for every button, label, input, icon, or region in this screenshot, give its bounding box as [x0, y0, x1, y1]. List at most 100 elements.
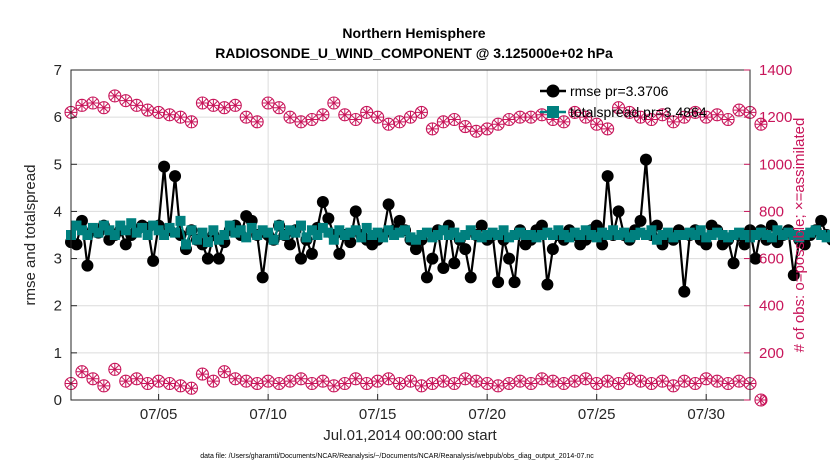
obs-assimilated-marker: [634, 375, 647, 388]
obs-count-point: [338, 108, 352, 122]
obs-assimilated-marker: [437, 115, 450, 128]
totalspread-point: [712, 227, 723, 238]
totalspread-point: [728, 230, 739, 240]
totalspread-point: [816, 230, 827, 240]
totalspread-point: [175, 215, 186, 226]
rmse-point: [409, 243, 422, 256]
obs-count-point: [491, 117, 505, 131]
legend-totalspread-marker: [547, 106, 559, 118]
obs-assimilated-marker: [294, 115, 307, 128]
totalspread-point: [509, 230, 520, 240]
obs-count-point: [316, 108, 330, 122]
x-tick-label: 07/30: [687, 406, 725, 423]
obs-count-point: [535, 372, 549, 386]
rmse-point: [459, 243, 472, 256]
obs-assimilated-marker: [590, 118, 603, 131]
obs-assimilated-marker: [754, 394, 767, 406]
legend-rmse-marker: [546, 84, 560, 98]
y-tick-label-left: 0: [54, 392, 62, 409]
obs-count-point: [382, 117, 396, 131]
totalspread-point: [98, 220, 109, 231]
totalspread-point: [252, 230, 263, 240]
totalspread-point: [662, 227, 673, 238]
x-tick-label: 07/20: [468, 406, 506, 423]
obs-count-point: [666, 115, 680, 129]
totalspread-point: [235, 225, 246, 236]
totalspread-point: [372, 227, 383, 238]
totalspread-point: [361, 222, 372, 233]
obs-count-point: [239, 110, 253, 124]
obs-assimilated-marker: [689, 106, 702, 119]
obs-count-point: [206, 98, 220, 112]
rmse-point: [316, 196, 329, 208]
obs-count-point: [469, 374, 483, 388]
obs-assimilated-marker: [141, 104, 154, 117]
totalspread-point: [586, 230, 597, 240]
totalspread-point: [328, 234, 339, 245]
totalspread-point: [520, 230, 531, 240]
totalspread-point: [755, 227, 766, 238]
obs-assimilated-marker: [514, 111, 527, 124]
obs-count-point: [590, 117, 604, 131]
obs-count-point: [272, 101, 286, 115]
obs-count-point: [403, 374, 418, 388]
totalspread-point: [471, 230, 482, 240]
obs-assimilated-marker: [459, 120, 472, 133]
rmse-point: [420, 271, 433, 284]
rmse-point: [503, 252, 516, 265]
totalspread-point: [378, 232, 389, 243]
totalspread-point: [630, 230, 641, 240]
legend-rmse-label: rmse pr=3.3706: [570, 83, 669, 99]
obs-assimilated-marker: [218, 365, 231, 378]
totalspread-point: [805, 227, 816, 238]
obs-assimilated-marker: [546, 375, 559, 388]
obs-assimilated-marker: [733, 375, 746, 388]
obs-assimilated-marker: [86, 97, 99, 109]
obs-assimilated-marker: [601, 122, 614, 135]
totalspread-point: [679, 230, 690, 240]
y-tick-label-left: 2: [54, 298, 62, 315]
rmse-point: [322, 212, 335, 225]
obs-count-point: [382, 372, 396, 386]
obs-assimilated-marker: [240, 375, 253, 388]
rmse-point: [541, 278, 554, 291]
totalspread-point: [498, 225, 509, 236]
totalspread-point: [350, 225, 361, 236]
x-axis-label: Jul.01,2014 00:00:00 start: [323, 427, 497, 444]
obs-count-point: [469, 124, 483, 138]
obs-assimilated-marker: [590, 377, 603, 390]
obs-assimilated-marker: [415, 106, 428, 119]
totalspread-point: [476, 232, 487, 243]
obs-assimilated-marker: [163, 108, 176, 121]
obs-count-point: [184, 115, 199, 129]
obs-assimilated-marker: [689, 377, 702, 390]
totalspread-point: [531, 232, 542, 243]
rmse-point: [546, 243, 559, 256]
obs-count-point: [754, 117, 768, 131]
totalspread-point: [389, 230, 400, 240]
totalspread-point: [569, 227, 580, 238]
obs-assimilated-marker: [503, 377, 516, 390]
totalspread-point: [673, 230, 684, 240]
totalspread-point: [104, 225, 115, 236]
obs-count-point: [217, 101, 231, 115]
y-tick-label-left: 3: [54, 251, 62, 268]
obs-assimilated-marker: [327, 379, 340, 392]
obs-count-point: [130, 98, 144, 112]
obs-assimilated-marker: [711, 375, 724, 388]
obs-count-point: [261, 96, 275, 110]
obs-assimilated-marker: [557, 377, 570, 390]
totalspread-point: [547, 230, 558, 240]
obs-assimilated-marker: [678, 111, 691, 124]
rmse-point: [305, 247, 318, 260]
totalspread-point: [323, 227, 334, 238]
obs-count-point: [612, 101, 626, 115]
rmse-point: [448, 257, 461, 270]
obs-count-point: [152, 105, 166, 119]
totalspread-point: [739, 230, 750, 240]
totalspread-point: [400, 225, 411, 236]
obs-assimilated-marker: [700, 372, 713, 385]
obs-count-point: [250, 115, 264, 129]
rmse-point: [815, 214, 828, 227]
totalspread-point: [120, 225, 131, 236]
